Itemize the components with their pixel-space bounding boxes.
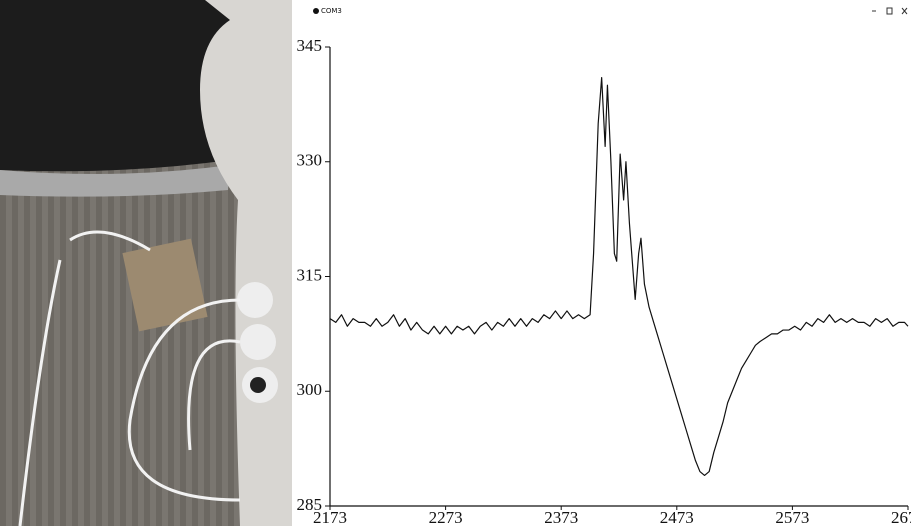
y-tick-label: 285 bbox=[297, 495, 323, 514]
cables bbox=[18, 230, 241, 526]
electrode bbox=[237, 282, 273, 318]
y-tick-label: 345 bbox=[297, 36, 323, 55]
sensor-board bbox=[122, 238, 208, 332]
keyboard-edge bbox=[0, 165, 230, 197]
y-tick-label: 315 bbox=[297, 265, 323, 284]
x-tick-label: 2173 bbox=[313, 508, 347, 526]
x-tick-label: 2573 bbox=[775, 508, 809, 526]
y-tick-label: 300 bbox=[297, 380, 323, 399]
window-controls[interactable] bbox=[872, 7, 908, 15]
close-button[interactable] bbox=[901, 7, 908, 15]
x-tick-label: 2673 bbox=[891, 508, 911, 526]
x-tick-label: 2473 bbox=[660, 508, 694, 526]
photo bbox=[0, 0, 292, 526]
maximize-button[interactable] bbox=[886, 7, 893, 15]
x-tick-label: 2273 bbox=[429, 508, 463, 526]
y-tick-label: 330 bbox=[297, 151, 323, 170]
keyboard bbox=[0, 0, 240, 172]
signal-line bbox=[329, 77, 909, 476]
window-title: COM3 bbox=[321, 7, 342, 15]
window-icon bbox=[313, 8, 319, 14]
electrode bbox=[240, 324, 276, 360]
electrode-snap bbox=[250, 377, 266, 393]
x-tick-label: 2373 bbox=[544, 508, 578, 526]
